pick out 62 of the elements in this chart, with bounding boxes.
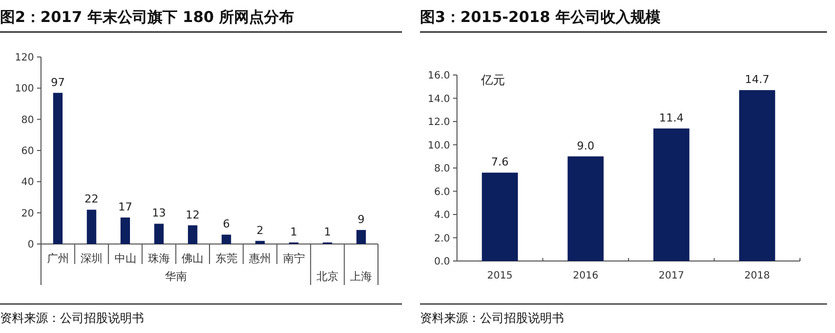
bar bbox=[120, 218, 130, 244]
chart-title: 图2：2017 年末公司旗下 180 所网点分布 bbox=[0, 8, 294, 26]
x-tick-label: 2015 bbox=[487, 270, 513, 282]
y-tick-label: 8.0 bbox=[434, 164, 450, 174]
y-tick-label: 80 bbox=[21, 114, 34, 126]
y-tick-label: 40 bbox=[21, 177, 34, 188]
bar bbox=[222, 234, 232, 244]
data-label: 17 bbox=[118, 200, 132, 214]
x-tick-label: 2018 bbox=[744, 270, 770, 282]
y-tick-label: 60 bbox=[21, 146, 34, 157]
x-tick-label: 2016 bbox=[572, 270, 598, 282]
bar bbox=[653, 128, 690, 261]
data-label: 97 bbox=[50, 76, 65, 89]
x-tick-label: 上海 bbox=[350, 270, 372, 283]
x-tick-label: 中山 bbox=[114, 252, 136, 265]
bar bbox=[482, 172, 518, 261]
bar bbox=[739, 90, 776, 261]
y-tick-label: 20 bbox=[21, 208, 34, 220]
y-tick-label: 120 bbox=[14, 52, 34, 64]
y-tick-label: 10.0 bbox=[428, 140, 450, 152]
bar bbox=[154, 224, 164, 244]
y-tick-label: 12.0 bbox=[428, 117, 450, 128]
x-tick-label: 深圳 bbox=[80, 252, 103, 265]
data-label: 9 bbox=[358, 212, 365, 226]
x-tick-label: 南宁 bbox=[282, 252, 305, 265]
y-tick-label: 4.0 bbox=[434, 210, 450, 221]
y-tick-label: 16.0 bbox=[428, 70, 450, 82]
data-label: 6 bbox=[222, 218, 230, 231]
data-label: 1 bbox=[290, 225, 298, 238]
data-label: 14.7 bbox=[744, 73, 770, 86]
data-label: 2 bbox=[256, 224, 264, 237]
y-tick-label: 0 bbox=[28, 240, 34, 250]
bar bbox=[86, 210, 96, 244]
data-label: 7.6 bbox=[491, 156, 509, 169]
bar bbox=[188, 225, 198, 244]
data-label: 13 bbox=[152, 206, 166, 220]
bar bbox=[53, 92, 63, 244]
x-tick-label: 2017 bbox=[658, 270, 684, 282]
x-tick-label: 广州 bbox=[46, 252, 69, 265]
x-tick-label: 惠州 bbox=[248, 252, 272, 265]
y-tick-label: 100 bbox=[14, 84, 34, 95]
text: 资料来源：公司招股说明书 bbox=[420, 311, 564, 325]
x-tick-label: 东莞 bbox=[215, 252, 238, 265]
data-label: 22 bbox=[84, 192, 99, 206]
y-tick-label: 6.0 bbox=[434, 186, 450, 198]
y-axis-title: 亿元 bbox=[480, 73, 505, 87]
y-tick-label: 0.0 bbox=[434, 256, 450, 268]
bar bbox=[356, 230, 366, 244]
bar bbox=[255, 240, 265, 244]
text: 资料来源：公司招股说明书 bbox=[0, 311, 144, 325]
y-tick-label: 2.0 bbox=[434, 233, 450, 244]
x-tick-label: 珠海 bbox=[148, 252, 170, 265]
data-label: 9.0 bbox=[576, 139, 594, 152]
bar bbox=[568, 156, 604, 261]
x-tick-label: 佛山 bbox=[182, 252, 204, 265]
text: 华南 bbox=[164, 270, 187, 283]
y-tick-label: 14.0 bbox=[428, 94, 450, 105]
data-label: 11.4 bbox=[659, 111, 684, 124]
x-tick-label: 北京 bbox=[316, 270, 338, 283]
chart-title: 图3：2015-2018 年公司收入规模 bbox=[420, 8, 662, 26]
data-label: 1 bbox=[324, 225, 331, 238]
data-label: 12 bbox=[186, 208, 200, 222]
